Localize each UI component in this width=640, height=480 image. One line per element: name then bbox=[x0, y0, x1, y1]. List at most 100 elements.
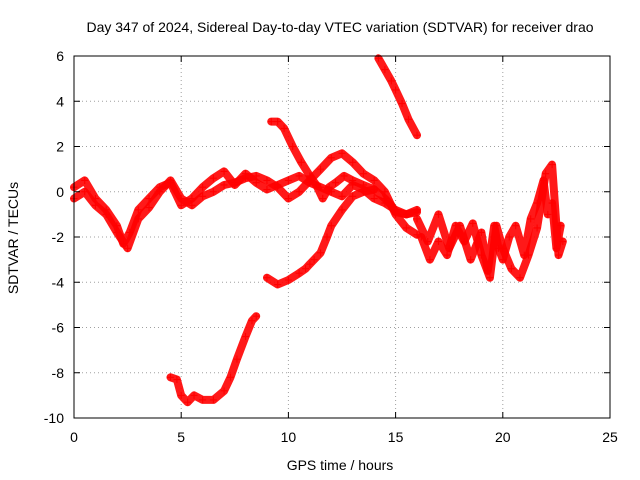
data-point bbox=[542, 170, 550, 178]
data-point bbox=[295, 269, 303, 277]
y-tick-label: 6 bbox=[56, 48, 64, 64]
data-point bbox=[492, 222, 500, 230]
series-trace-4 bbox=[267, 117, 421, 219]
y-tick-label: -4 bbox=[52, 274, 65, 290]
data-point bbox=[516, 274, 524, 282]
x-tick-label: 0 bbox=[70, 429, 78, 445]
data-point bbox=[188, 201, 196, 209]
data-point bbox=[349, 176, 357, 184]
data-point bbox=[177, 195, 185, 203]
data-point bbox=[544, 210, 552, 218]
data-point bbox=[467, 256, 475, 264]
data-point bbox=[392, 86, 400, 94]
data-point bbox=[274, 118, 282, 126]
data-point bbox=[477, 251, 485, 259]
data-point bbox=[413, 206, 421, 214]
data-point bbox=[434, 238, 442, 246]
data-point bbox=[173, 376, 181, 384]
data-point bbox=[443, 251, 451, 259]
data-point bbox=[134, 215, 142, 223]
data-point bbox=[387, 77, 395, 85]
data-point bbox=[340, 172, 348, 180]
data-point bbox=[209, 188, 217, 196]
y-tick-label: 0 bbox=[56, 184, 64, 200]
data-point bbox=[134, 206, 142, 214]
data-point bbox=[102, 210, 110, 218]
data-point bbox=[209, 174, 217, 182]
data-point bbox=[267, 118, 275, 126]
data-point bbox=[559, 238, 567, 246]
x-tick-label: 15 bbox=[388, 429, 404, 445]
data-point bbox=[392, 208, 400, 216]
data-point bbox=[507, 265, 515, 273]
data-point bbox=[319, 195, 327, 203]
data-point bbox=[284, 195, 292, 203]
chart-title: Day 347 of 2024, Sidereal Day-to-day VTE… bbox=[86, 19, 593, 35]
data-point bbox=[199, 183, 207, 191]
y-tick-label: 2 bbox=[56, 139, 64, 155]
x-tick-label: 5 bbox=[177, 429, 185, 445]
data-point bbox=[145, 204, 153, 212]
series-trace-6 bbox=[374, 54, 421, 140]
data-point bbox=[402, 224, 410, 232]
data-point bbox=[417, 233, 425, 241]
x-axis-label: GPS time / hours bbox=[287, 457, 394, 473]
x-tick-label: 25 bbox=[602, 429, 618, 445]
data-point bbox=[370, 176, 378, 184]
data-point bbox=[284, 276, 292, 284]
data-point bbox=[306, 260, 314, 268]
data-point bbox=[525, 251, 533, 259]
data-point bbox=[209, 396, 217, 404]
data-point bbox=[402, 210, 410, 218]
data-point bbox=[302, 265, 310, 273]
y-tick-label: 4 bbox=[56, 93, 64, 109]
data-point bbox=[381, 195, 389, 203]
data-point bbox=[220, 387, 228, 395]
data-point bbox=[426, 256, 434, 264]
data-point bbox=[252, 179, 260, 187]
data-point bbox=[325, 183, 333, 191]
data-point bbox=[233, 355, 241, 363]
data-point bbox=[327, 222, 335, 230]
series-trace-2 bbox=[70, 149, 421, 253]
data-point bbox=[252, 312, 260, 320]
data-point bbox=[310, 256, 318, 264]
data-point bbox=[317, 165, 325, 173]
x-tick-label: 20 bbox=[495, 429, 511, 445]
data-point bbox=[227, 373, 235, 381]
y-tick-label: -10 bbox=[44, 410, 64, 426]
data-point bbox=[527, 215, 535, 223]
data-point bbox=[274, 183, 282, 191]
data-point bbox=[434, 210, 442, 218]
data-point bbox=[381, 66, 389, 74]
data-point bbox=[81, 176, 89, 184]
data-point bbox=[349, 192, 357, 200]
data-point bbox=[295, 172, 303, 180]
data-point bbox=[252, 172, 260, 180]
data-point bbox=[533, 224, 541, 232]
data-point bbox=[404, 115, 412, 123]
data-point bbox=[248, 317, 256, 325]
data-point bbox=[220, 167, 228, 175]
data-point bbox=[370, 195, 378, 203]
data-point bbox=[156, 188, 164, 196]
series-layer bbox=[70, 54, 567, 407]
data-point bbox=[312, 181, 320, 189]
data-point bbox=[124, 244, 132, 252]
series-trace-8 bbox=[417, 160, 567, 282]
x-tick-label: 10 bbox=[281, 429, 297, 445]
data-point bbox=[199, 192, 207, 200]
data-point bbox=[242, 174, 250, 182]
data-point bbox=[460, 238, 468, 246]
data-point bbox=[166, 176, 174, 184]
series-trace-3 bbox=[166, 312, 261, 407]
data-point bbox=[359, 181, 367, 189]
data-point bbox=[177, 391, 185, 399]
data-point bbox=[548, 161, 556, 169]
data-point bbox=[323, 233, 331, 241]
data-point bbox=[199, 396, 207, 404]
series-trace bbox=[263, 185, 379, 289]
data-point bbox=[284, 176, 292, 184]
data-point bbox=[166, 373, 174, 381]
axes-layer: 0 5 10 15 20 25 -10 -8 -6 -4 -2 0 2 4 6 bbox=[44, 48, 618, 445]
